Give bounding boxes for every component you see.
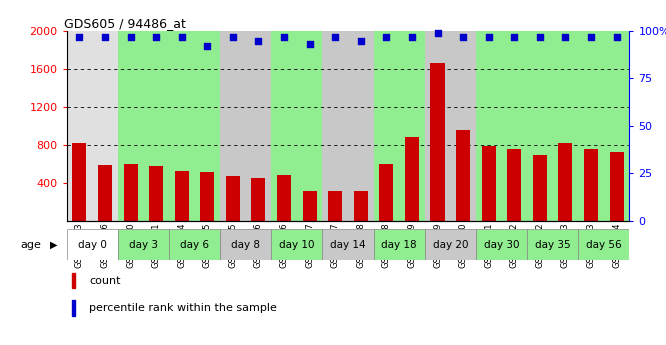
Bar (302, 191, 316, 221)
Point (560, 34, 571, 40)
Text: day 14: day 14 (330, 240, 366, 250)
Point (100, 34, 111, 40)
Bar (553, 31, 578, 221)
Bar (501, 31, 527, 221)
Bar (194, 31, 220, 221)
Bar (527, 229, 578, 260)
Point (509, 34, 519, 40)
Bar (604, 31, 629, 221)
Bar (123, 164, 138, 221)
Bar (220, 31, 246, 221)
Bar (425, 31, 450, 221)
Text: ▶: ▶ (50, 240, 57, 250)
Bar (143, 31, 169, 221)
Point (74, 34, 85, 40)
Point (278, 34, 289, 40)
Text: count: count (89, 276, 121, 286)
Bar (425, 229, 476, 260)
Bar (118, 229, 169, 260)
Point (356, 38, 366, 43)
Bar (578, 31, 604, 221)
Bar (399, 31, 425, 221)
Text: day 20: day 20 (432, 240, 468, 250)
Bar (482, 146, 496, 221)
Bar (246, 31, 271, 221)
Bar (578, 229, 629, 260)
Text: day 35: day 35 (535, 240, 571, 250)
Text: age: age (20, 240, 41, 250)
Bar (297, 31, 322, 221)
Point (228, 34, 238, 40)
Bar (609, 152, 623, 221)
Bar (322, 31, 348, 221)
Bar (271, 31, 297, 221)
Bar (380, 164, 394, 221)
Text: percentile rank within the sample: percentile rank within the sample (89, 303, 277, 313)
Point (484, 34, 494, 40)
Bar (348, 31, 374, 221)
Bar (149, 166, 163, 221)
Point (125, 34, 136, 40)
Bar (374, 229, 425, 260)
Text: day 30: day 30 (484, 240, 519, 250)
Point (176, 34, 187, 40)
Bar (354, 191, 368, 221)
Point (151, 34, 161, 40)
Text: day 0: day 0 (78, 240, 107, 250)
Bar (456, 130, 470, 221)
Bar (67, 229, 118, 260)
Text: day 6: day 6 (180, 240, 209, 250)
Bar (200, 172, 214, 221)
Text: day 3: day 3 (129, 240, 158, 250)
Bar (476, 229, 527, 260)
Bar (73, 143, 87, 221)
Point (407, 34, 418, 40)
Point (330, 34, 340, 40)
Bar (226, 176, 240, 221)
Point (253, 38, 264, 43)
Text: GDS605 / 94486_at: GDS605 / 94486_at (64, 17, 186, 30)
Bar (72, 300, 75, 316)
Bar (271, 229, 322, 260)
Bar (220, 229, 271, 260)
Point (304, 41, 315, 47)
Bar (169, 31, 194, 221)
Point (611, 34, 622, 40)
Bar (374, 31, 399, 221)
Bar (98, 165, 112, 221)
Point (202, 43, 212, 49)
Bar (430, 63, 444, 221)
Bar (67, 31, 92, 221)
Point (381, 34, 392, 40)
Bar (277, 175, 291, 221)
Bar (476, 31, 501, 221)
Text: day 18: day 18 (382, 240, 417, 250)
Bar (405, 137, 419, 221)
Text: day 56: day 56 (586, 240, 621, 250)
Bar (92, 31, 118, 221)
Point (585, 34, 596, 40)
Bar (527, 31, 553, 221)
Point (535, 34, 545, 40)
Bar (118, 31, 143, 221)
Bar (533, 155, 547, 221)
Text: day 10: day 10 (279, 240, 314, 250)
Bar (450, 31, 476, 221)
Point (458, 34, 468, 40)
Bar (507, 149, 521, 221)
Bar (72, 273, 75, 288)
Bar (328, 191, 342, 221)
Bar (169, 229, 220, 260)
Text: day 8: day 8 (231, 240, 260, 250)
Bar (252, 178, 266, 221)
Bar (322, 229, 374, 260)
Bar (584, 149, 598, 221)
Point (432, 30, 443, 36)
Bar (174, 170, 188, 221)
Bar (558, 143, 573, 221)
